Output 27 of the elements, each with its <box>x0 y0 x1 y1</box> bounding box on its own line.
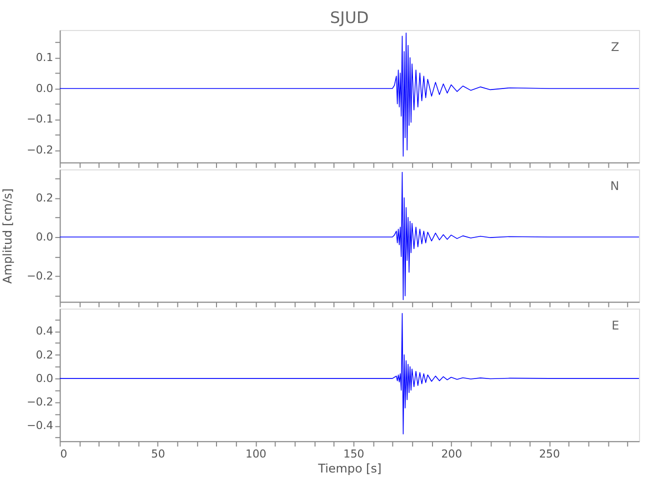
x-tick-label: 0 <box>60 448 68 460</box>
line-series <box>60 32 640 157</box>
x-tick-label: 200 <box>441 448 462 460</box>
x-tick-label: 100 <box>245 448 266 460</box>
y-tick-label: −0.4 <box>26 419 54 432</box>
x-tick-label: 250 <box>539 448 560 460</box>
y-tick-label: 0.2 <box>36 348 54 362</box>
y-tick-label: 0.4 <box>36 324 54 338</box>
annotation: E <box>612 318 620 333</box>
chart-title: SJUD <box>330 8 369 28</box>
y-tick-label: 0.0 <box>36 82 54 95</box>
x-axis-title: Tiempo [s] <box>317 461 382 476</box>
x-tick-label: 150 <box>343 448 364 460</box>
line-series <box>60 172 640 300</box>
y-tick-label: 0.2 <box>36 191 54 204</box>
y-axis-title: Amplitud [cm/s] <box>0 188 14 284</box>
x-tick-label: 50 <box>151 448 166 460</box>
annotation: N <box>610 179 620 194</box>
y-tick-label: 0.0 <box>36 372 54 385</box>
y-tick-label: −0.2 <box>26 270 54 283</box>
y-tick-label: 0.1 <box>36 51 54 64</box>
y-tick-label: −0.2 <box>26 144 54 157</box>
y-tick-label: −0.1 <box>26 112 54 126</box>
annotation: Z <box>610 40 620 54</box>
y-tick-label: 0.0 <box>36 230 54 244</box>
line-series <box>60 313 640 434</box>
y-tick-label: −0.2 <box>26 396 54 409</box>
